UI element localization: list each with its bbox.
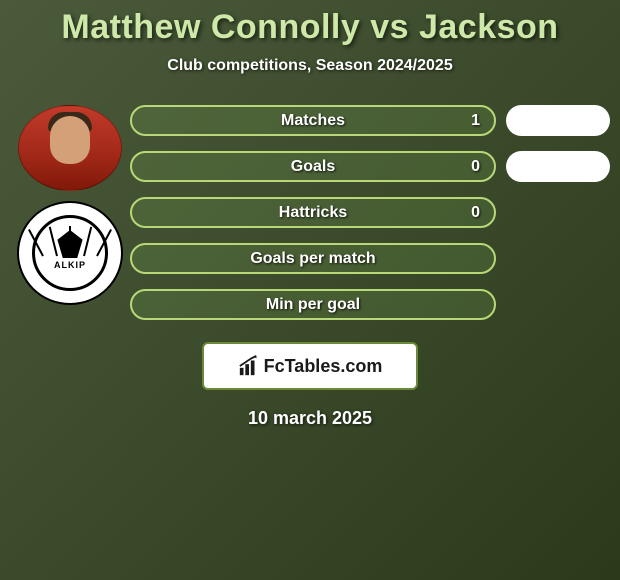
infographic-container: Matthew Connolly vs Jackson Club competi…	[0, 0, 620, 429]
logo-text: ALKIP	[54, 260, 86, 270]
stat-bar: Goals 0	[130, 151, 496, 182]
stat-value: 0	[471, 204, 480, 222]
stat-bar: Hattricks 0	[130, 197, 496, 228]
stat-row: Matches 1	[130, 105, 610, 136]
player1-avatar	[18, 105, 122, 191]
comparison-pill	[506, 151, 610, 182]
avatars-column: ALKIP	[10, 99, 130, 305]
stat-row: Goals per match	[130, 243, 610, 274]
comparison-pill	[506, 105, 610, 136]
stat-bar: Goals per match	[130, 243, 496, 274]
stat-row: Goals 0	[130, 151, 610, 182]
stat-value: 0	[471, 158, 480, 176]
subtitle: Club competitions, Season 2024/2025	[0, 57, 620, 75]
date-text: 10 march 2025	[0, 408, 620, 429]
stat-row: Min per goal	[130, 289, 610, 320]
pill-spacer	[506, 289, 610, 320]
stat-bar: Matches 1	[130, 105, 496, 136]
stats-column: Matches 1 Goals 0 Hattricks 0 Goals per match M…	[130, 99, 610, 320]
pill-spacer	[506, 243, 610, 274]
avatar-head	[50, 116, 90, 164]
stat-value: 1	[471, 112, 480, 130]
stat-bar: Min per goal	[130, 289, 496, 320]
stat-label: Hattricks	[279, 204, 347, 222]
content-row: ALKIP Matches 1 Goals 0 Hattricks 0 Goals per …	[0, 99, 620, 320]
logo-inner: ALKIP	[32, 215, 108, 291]
player2-logo: ALKIP	[17, 201, 123, 305]
stat-label: Matches	[281, 112, 345, 130]
brand-badge: FcTables.com	[202, 342, 418, 390]
stat-label: Goals	[291, 158, 335, 176]
stat-label: Min per goal	[266, 296, 360, 314]
stat-label: Goals per match	[250, 250, 375, 268]
stat-row: Hattricks 0	[130, 197, 610, 228]
page-title: Matthew Connolly vs Jackson	[0, 8, 620, 47]
pill-spacer	[506, 197, 610, 228]
chart-icon	[238, 355, 260, 377]
brand-text: FcTables.com	[264, 356, 383, 377]
